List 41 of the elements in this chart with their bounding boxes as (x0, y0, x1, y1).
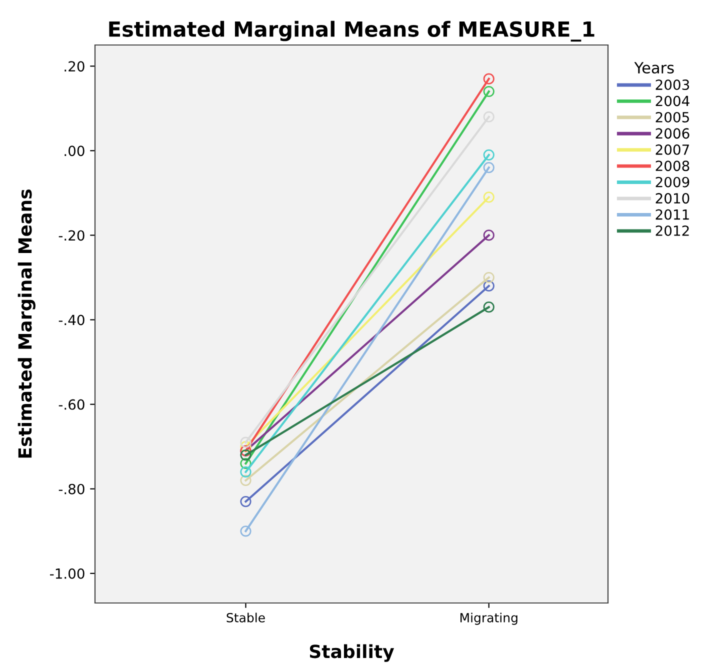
legend-label: 2006 (656, 128, 690, 139)
legend-label: 2003 (656, 80, 690, 90)
point (483, 230, 494, 241)
legend-label: 2012 (656, 226, 689, 236)
legend-label: 2004 (656, 96, 690, 106)
point (483, 272, 494, 284)
point (240, 474, 252, 486)
y-tick-label: -.80 (58, 484, 84, 494)
point (483, 162, 494, 174)
x-tick-label: Migrating (460, 612, 518, 625)
point (240, 466, 252, 478)
legend-label: 2011 (656, 209, 689, 220)
legend-label: 2008 (656, 160, 690, 172)
legend-label: 2009 (656, 176, 690, 188)
point (240, 441, 252, 452)
y-tick-label: -1.00 (50, 568, 84, 579)
x-axis-title: Stability (310, 644, 394, 662)
legend-label: 2005 (656, 112, 689, 122)
y-tick-label: -.20 (58, 230, 84, 241)
y-tick-label: -.40 (58, 314, 84, 326)
point (240, 526, 252, 537)
point (483, 73, 494, 84)
point (483, 192, 494, 203)
point (240, 436, 252, 448)
point (483, 86, 494, 98)
legend-label: 2007 (656, 144, 689, 155)
point (240, 458, 252, 470)
point (240, 496, 252, 508)
y-tick-label: .00 (64, 146, 84, 156)
point (483, 111, 494, 122)
point (483, 280, 494, 292)
point (240, 449, 252, 461)
y-axis-title: Estimated Marginal Means (18, 190, 36, 458)
legend-label: 2010 (656, 193, 690, 204)
y-tick-label: -.60 (58, 399, 84, 410)
y-tick-label: .20 (64, 61, 84, 72)
x-tick-label: Stable (226, 612, 265, 622)
point (483, 302, 494, 313)
point (483, 149, 494, 160)
chart-title: Estimated Marginal Means of MEASURE_1 (109, 20, 594, 42)
legend-title: Years (634, 62, 674, 74)
